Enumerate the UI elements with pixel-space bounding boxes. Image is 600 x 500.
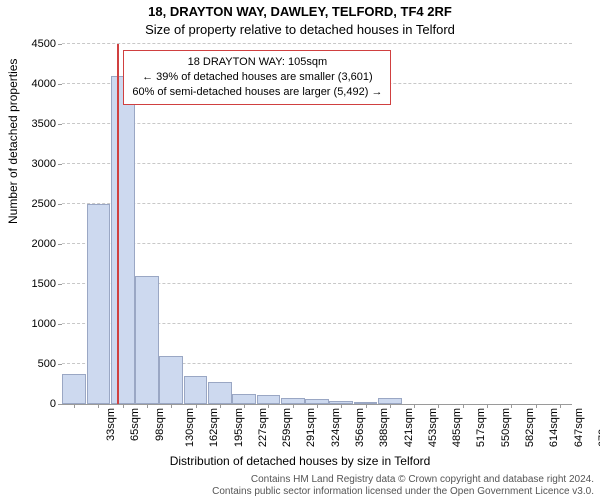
- x-tick: 647sqm: [573, 408, 585, 447]
- chart-footer: Contains HM Land Registry data © Crown c…: [0, 474, 594, 498]
- x-tick: 130sqm: [184, 408, 196, 447]
- y-tick: 0: [6, 398, 56, 410]
- chart-title-address: 18, DRAYTON WAY, DAWLEY, TELFORD, TF4 2R…: [0, 4, 600, 19]
- y-tick: 4500: [6, 38, 56, 50]
- y-tick: 2500: [6, 198, 56, 210]
- x-tick: 550sqm: [500, 408, 512, 447]
- x-tick: 421sqm: [403, 408, 415, 447]
- x-tick: 227sqm: [257, 408, 269, 447]
- y-tick: 1000: [6, 318, 56, 330]
- property-marker-line: [117, 44, 119, 404]
- gridline: [62, 123, 572, 124]
- histogram-bar: [62, 374, 86, 404]
- x-tick: 356sqm: [354, 408, 366, 447]
- chart-subtitle: Size of property relative to detached ho…: [0, 22, 600, 37]
- histogram-bar: [184, 376, 208, 404]
- y-tick: 4000: [6, 78, 56, 90]
- x-tick: 162sqm: [208, 408, 220, 447]
- x-tick: 614sqm: [548, 408, 560, 447]
- histogram-bar: [87, 204, 111, 404]
- annotation-smaller: ← 39% of detached houses are smaller (3,…: [132, 70, 382, 85]
- footer-copyright-1: Contains HM Land Registry data © Crown c…: [0, 474, 594, 486]
- x-tick: 582sqm: [524, 408, 536, 447]
- histogram-bar: [232, 394, 256, 404]
- gridline: [62, 203, 572, 204]
- gridline: [62, 243, 572, 244]
- x-tick: 98sqm: [154, 408, 166, 441]
- x-tick-labels: 33sqm 65sqm 98sqm 130sqm 162sqm 195sqm 227sqm 2…: [62, 404, 572, 452]
- x-tick: 195sqm: [233, 408, 245, 447]
- y-tick: 3500: [6, 118, 56, 130]
- y-tick: 1500: [6, 278, 56, 290]
- x-tick: 65sqm: [129, 408, 141, 441]
- gridline: [62, 163, 572, 164]
- y-tick: 2000: [6, 238, 56, 250]
- footer-copyright-2: Contains public sector information licen…: [0, 486, 594, 498]
- gridline: [62, 43, 572, 44]
- property-annotation: 18 DRAYTON WAY: 105sqm← 39% of detached …: [123, 50, 391, 105]
- y-tick: 500: [6, 358, 56, 370]
- x-tick: 324sqm: [330, 408, 342, 447]
- annotation-larger: 60% of semi-detached houses are larger (…: [132, 85, 382, 100]
- x-tick: 259sqm: [281, 408, 293, 447]
- histogram-bar: [135, 276, 159, 404]
- x-axis-label: Distribution of detached houses by size …: [0, 454, 600, 468]
- property-size-histogram: 18, DRAYTON WAY, DAWLEY, TELFORD, TF4 2R…: [0, 0, 600, 500]
- x-tick: 517sqm: [476, 408, 488, 447]
- histogram-bar: [208, 382, 232, 404]
- x-tick: 453sqm: [427, 408, 439, 447]
- annotation-size: 18 DRAYTON WAY: 105sqm: [132, 55, 382, 70]
- x-tick: 291sqm: [306, 408, 318, 447]
- histogram-bar: [159, 356, 183, 404]
- y-tick: 3000: [6, 158, 56, 170]
- plot-area: 18 DRAYTON WAY: 105sqm← 39% of detached …: [62, 44, 572, 405]
- histogram-bar: [111, 76, 135, 404]
- histogram-bar: [257, 395, 281, 404]
- x-tick: 485sqm: [451, 408, 463, 447]
- x-tick: 33sqm: [105, 408, 117, 441]
- x-tick: 388sqm: [378, 408, 390, 447]
